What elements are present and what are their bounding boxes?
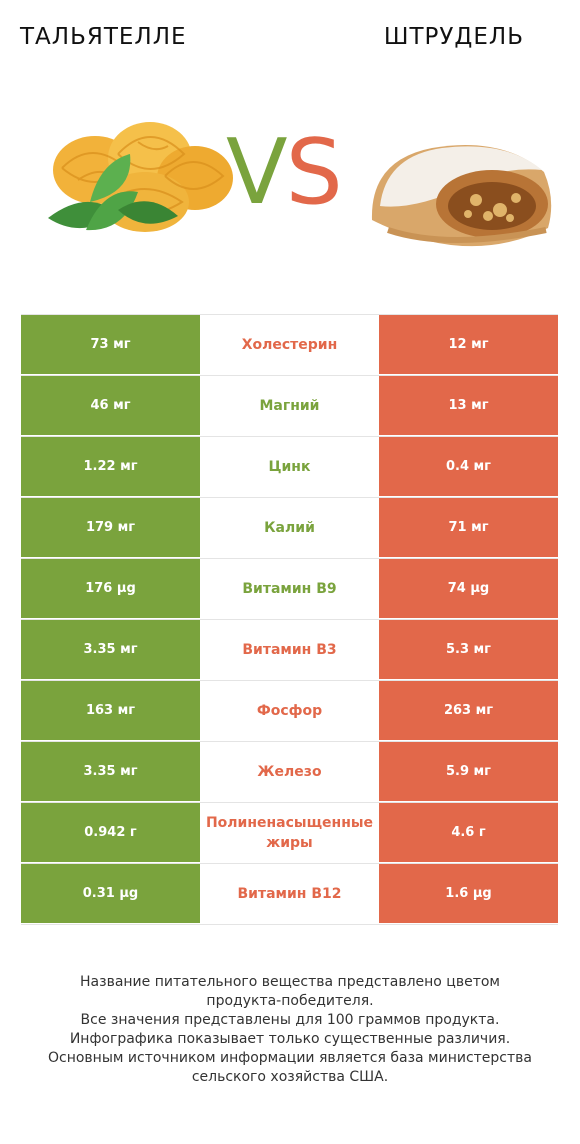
left-value: 3.35 мг: [21, 742, 200, 802]
left-food-title: ТАЛЬЯТЕЛЛЕ: [20, 24, 187, 50]
nutrient-name: Холестерин: [241, 336, 338, 353]
nutrient-name: Цинк: [268, 458, 311, 475]
comparison-row: 3.35 мг Витамин B3 5.3 мг: [21, 620, 558, 681]
comparison-row: 179 мг Калий 71 мг: [21, 498, 558, 559]
nutrient-name: Витамин B12: [237, 885, 342, 902]
comparison-row: 73 мг Холестерин 12 мг: [21, 314, 558, 376]
nutrient-name: Витамин B3: [242, 641, 337, 658]
left-value: 179 мг: [21, 498, 200, 558]
right-value: 263 мг: [379, 681, 558, 741]
nutrient-name: Полиненасыщенные жиры: [205, 814, 374, 851]
right-value: 4.6 г: [379, 803, 558, 863]
footer-note: Название питательного вещества представл…: [0, 973, 580, 1087]
tagliatelle-image: [48, 122, 233, 232]
nutrient-name: Витамин B9: [242, 580, 337, 597]
left-value: 3.35 мг: [21, 620, 200, 680]
comparison-row: 46 мг Магний 13 мг: [21, 376, 558, 437]
food-illustrations: [48, 122, 552, 247]
right-value: 1.6 µg: [379, 864, 558, 924]
right-value: 0.4 мг: [379, 437, 558, 497]
nutrient-name: Железо: [257, 763, 322, 780]
right-value: 12 мг: [379, 315, 558, 375]
right-value: 74 µg: [379, 559, 558, 619]
left-value: 0.942 г: [21, 803, 200, 863]
right-value: 5.9 мг: [379, 742, 558, 802]
footer-line: Инфографика показывает только существенн…: [69, 1031, 511, 1047]
left-value: 1.22 мг: [21, 437, 200, 497]
footer-line: Название питательного вещества представл…: [80, 974, 500, 990]
footer-line: Основным источником информации является …: [48, 1050, 532, 1066]
vs-s: S: [285, 120, 343, 225]
vs-label: VS: [226, 128, 343, 218]
nutrient-name: Фосфор: [256, 702, 323, 719]
comparison-row: 3.35 мг Железо 5.9 мг: [21, 742, 558, 803]
comparison-row: 176 µg Витамин B9 74 µg: [21, 559, 558, 620]
footer-line: продукта-победителя.: [206, 993, 374, 1009]
left-value: 163 мг: [21, 681, 200, 741]
strudel-image: [371, 145, 552, 247]
comparison-row: 1.22 мг Цинк 0.4 мг: [21, 437, 558, 498]
nutrient-name: Калий: [264, 519, 315, 536]
comparison-row: 0.942 г Полиненасыщенные жиры 4.6 г: [21, 803, 558, 864]
right-value: 5.3 мг: [379, 620, 558, 680]
left-value: 176 µg: [21, 559, 200, 619]
left-value: 0.31 µg: [21, 864, 200, 924]
right-value: 13 мг: [379, 376, 558, 436]
footer-line: Все значения представлены для 100 граммо…: [80, 1012, 500, 1028]
right-food-title: ШТРУДЕЛЬ: [383, 24, 524, 50]
footer-line: сельского хозяйства США.: [191, 1069, 389, 1085]
comparison-table: 73 мг Холестерин 12 мг 46 мг Магний 13 мг 1.22…: [21, 314, 558, 925]
left-value: 73 мг: [21, 315, 200, 375]
nutrient-name: Магний: [259, 397, 320, 414]
left-value: 46 мг: [21, 376, 200, 436]
comparison-row: 0.31 µg Витамин B12 1.6 µg: [21, 864, 558, 925]
right-value: 71 мг: [379, 498, 558, 558]
comparison-row: 163 мг Фосфор 263 мг: [21, 681, 558, 742]
vs-v: V: [226, 120, 288, 225]
